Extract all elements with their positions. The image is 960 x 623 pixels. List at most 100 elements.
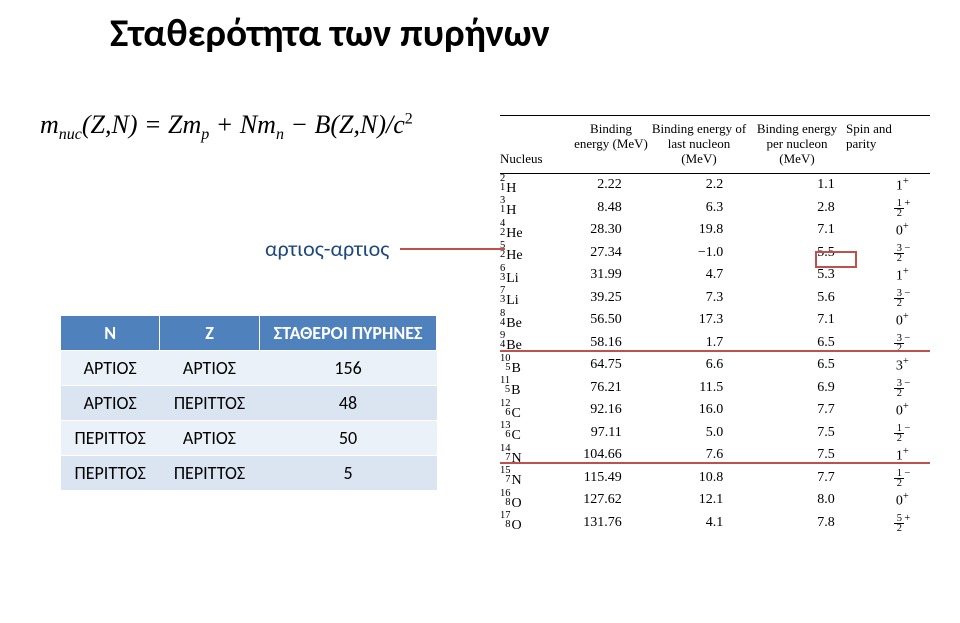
binding-table-row: 178O131.764.17.852+ (500, 511, 930, 534)
bepn-cell: 7.7 (755, 470, 875, 486)
beln-cell: 2.2 (644, 177, 756, 193)
beln-cell: 5.0 (644, 425, 756, 441)
parity-cell: 50 (259, 421, 437, 456)
mass-formula: mnuc(Z,N) = Zmp + Nmn − B(Z,N)/c2 (40, 110, 413, 144)
nucleus-cell: 105B (500, 354, 558, 377)
bepn-cell: 1.1 (755, 177, 875, 193)
bepn-cell: 7.7 (755, 402, 875, 418)
spin-parity-cell: 1+ (875, 176, 930, 195)
nucleus-cell: 21H (500, 174, 558, 197)
parity-header-n: N (61, 316, 160, 351)
nucleus-cell: 178O (500, 511, 558, 534)
be-cell: 39.25 (558, 290, 643, 306)
bepn-cell: 8.0 (755, 492, 875, 508)
beln-cell: 11.5 (644, 380, 756, 396)
nucleus-cell: 126C (500, 399, 558, 422)
bepn-cell: 2.8 (755, 200, 875, 216)
nucleus-cell: 63Li (500, 264, 558, 287)
binding-table-row: 52He27.34−1.05.532− (500, 241, 930, 264)
binding-table-row: 105B64.756.66.53+ (500, 354, 930, 377)
spin-parity-cell: 1+ (875, 266, 930, 285)
highlight-line (500, 350, 930, 352)
beln-cell: 19.8 (644, 222, 756, 238)
beln-cell: 6.6 (644, 357, 756, 373)
parity-cell: ΑΡΤΙΟΣ (160, 351, 259, 386)
binding-table-header: Nucleus Binding energy (MeV) Binding ene… (500, 115, 930, 174)
beln-cell: 1.7 (644, 335, 756, 351)
bepn-cell: 7.1 (755, 222, 875, 238)
spin-parity-cell: 52+ (875, 513, 930, 533)
spin-parity-cell: 0+ (875, 491, 930, 510)
bepn-cell: 7.1 (755, 312, 875, 328)
be-cell: 28.30 (558, 222, 643, 238)
parity-cell: 156 (259, 351, 437, 386)
parity-cell: ΠΕΡΙΤΤΟΣ (160, 386, 259, 421)
nucleus-cell: 157N (500, 466, 558, 489)
spin-parity-cell: 12− (875, 423, 930, 443)
bepn-cell: 6.5 (755, 335, 875, 351)
nucleus-cell: 115B (500, 376, 558, 399)
spin-parity-cell: 3+ (875, 356, 930, 375)
beln-cell: 17.3 (644, 312, 756, 328)
nucleus-cell: 73Li (500, 286, 558, 309)
be-cell: 92.16 (558, 402, 643, 418)
binding-table-row: 21H2.222.21.11+ (500, 174, 930, 197)
parity-cell: ΑΡΤΙΟΣ (61, 386, 160, 421)
spin-parity-cell: 32− (875, 378, 930, 398)
be-cell: 31.99 (558, 267, 643, 283)
be-cell: 115.49 (558, 470, 643, 486)
parity-cell: 48 (259, 386, 437, 421)
be-cell: 104.66 (558, 447, 643, 463)
binding-table-row: 84Be56.5017.37.10+ (500, 309, 930, 332)
page-title: Σταθερότητα των πυρήνων (110, 10, 550, 57)
spin-parity-cell: 32− (875, 288, 930, 308)
parity-header-z: Z (160, 316, 259, 351)
beln-cell: 10.8 (644, 470, 756, 486)
beln-cell: 4.1 (644, 515, 756, 531)
header-spin-parity: Spin and parity (846, 122, 914, 167)
binding-table-row: 42He28.3019.87.10+ (500, 219, 930, 242)
parity-cell: ΑΡΤΙΟΣ (61, 351, 160, 386)
bepn-cell: 7.5 (755, 447, 875, 463)
spin-parity-cell: 12+ (875, 198, 930, 218)
bepn-cell: 6.9 (755, 380, 875, 396)
beln-cell: 6.3 (644, 200, 756, 216)
spin-parity-cell: 0+ (875, 311, 930, 330)
binding-energy-table: Nucleus Binding energy (MeV) Binding ene… (500, 115, 930, 534)
header-nucleus: Nucleus (500, 122, 572, 167)
nucleus-cell: 52He (500, 241, 558, 264)
highlight-line (500, 462, 930, 464)
even-even-label: αρτιος-αρτιος (265, 235, 389, 262)
even-even-arrow (400, 248, 505, 250)
bepn-cell: 5.3 (755, 267, 875, 283)
spin-parity-cell: 0+ (875, 401, 930, 420)
be-cell: 8.48 (558, 200, 643, 216)
be-cell: 58.16 (558, 335, 643, 351)
beln-cell: 12.1 (644, 492, 756, 508)
binding-table-row: 168O127.6212.18.00+ (500, 489, 930, 512)
binding-table-row: 73Li39.257.35.632− (500, 286, 930, 309)
parity-cell: ΠΕΡΙΤΤΟΣ (61, 421, 160, 456)
nucleus-cell: 31H (500, 196, 558, 219)
header-binding-energy: Binding energy (MeV) (572, 122, 650, 167)
be-cell: 27.34 (558, 245, 643, 261)
binding-table-row: 31H8.486.32.812+ (500, 196, 930, 219)
nucleus-cell: 136C (500, 421, 558, 444)
be-cell: 2.22 (558, 177, 643, 193)
beln-cell: 16.0 (644, 402, 756, 418)
bepn-cell: 7.5 (755, 425, 875, 441)
parity-cell: ΠΕΡΙΤΤΟΣ (61, 456, 160, 491)
beln-cell: −1.0 (644, 245, 756, 261)
spin-parity-cell: 32− (875, 243, 930, 263)
beln-cell: 4.7 (644, 267, 756, 283)
spin-parity-cell: 0+ (875, 221, 930, 240)
nucleus-cell: 42He (500, 219, 558, 242)
beln-cell: 7.3 (644, 290, 756, 306)
parity-table: N Z ΣΤΑΘΕΡΟΙ ΠΥΡΗΝΕΣ ΑΡΤΙΟΣ ΑΡΤΙΟΣ 156 Α… (60, 315, 437, 491)
be-cell: 127.62 (558, 492, 643, 508)
nucleus-cell: 168O (500, 489, 558, 512)
parity-cell: ΠΕΡΙΤΤΟΣ (160, 456, 259, 491)
be-cell: 131.76 (558, 515, 643, 531)
bepn-cell: 6.5 (755, 357, 875, 373)
parity-cell: ΑΡΤΙΟΣ (160, 421, 259, 456)
